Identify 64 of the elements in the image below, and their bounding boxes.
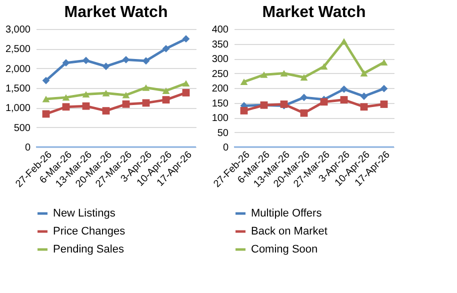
- chart-title: Market Watch: [64, 4, 168, 21]
- y-tick-label: 0: [24, 142, 31, 154]
- point: [340, 96, 348, 104]
- point: [240, 78, 248, 86]
- chart-title: Market Watch: [262, 4, 366, 21]
- legend-label: Coming Soon: [251, 244, 318, 256]
- y-tick-label: 3,000: [5, 24, 31, 36]
- point: [62, 59, 70, 67]
- point: [300, 94, 308, 102]
- y-tick-label: 2,000: [5, 64, 31, 75]
- y-tick-label: 300: [212, 54, 229, 65]
- point: [102, 62, 110, 70]
- point: [182, 89, 190, 96]
- point: [162, 96, 170, 104]
- point: [82, 91, 90, 98]
- legend-label: Price Changes: [53, 226, 126, 238]
- y-tick-label: 150: [212, 98, 229, 110]
- point: [122, 56, 130, 64]
- y-tick-label: 500: [14, 122, 31, 134]
- point: [280, 70, 288, 76]
- y-tick-label: 250: [212, 68, 229, 80]
- point: [162, 88, 170, 94]
- point: [42, 96, 50, 102]
- point: [320, 63, 328, 70]
- y-tick-label: 400: [212, 24, 229, 36]
- y-tick-label: 50: [217, 128, 229, 139]
- point: [360, 103, 368, 111]
- point: [340, 38, 348, 45]
- point: [360, 70, 368, 76]
- y-tick-label: 200: [212, 84, 229, 94]
- point: [182, 80, 190, 86]
- point: [300, 109, 308, 117]
- y-tick-label: 1,000: [5, 103, 31, 114]
- point: [380, 100, 388, 108]
- y-tick-label: 1,500: [5, 84, 31, 94]
- point: [82, 102, 90, 110]
- y-tick-label: 0: [222, 142, 229, 154]
- point: [142, 99, 150, 107]
- legend-label: Pending Sales: [53, 244, 124, 256]
- point: [42, 76, 50, 84]
- point: [122, 100, 130, 108]
- y-tick-label: 100: [212, 113, 229, 124]
- y-tick-label: 350: [212, 39, 229, 50]
- point: [62, 103, 70, 111]
- point: [380, 59, 388, 66]
- point: [300, 74, 308, 81]
- point: [240, 107, 248, 114]
- legend-label: Multiple Offers: [251, 208, 322, 220]
- point: [102, 107, 110, 115]
- legend-label: New Listings: [53, 208, 116, 220]
- point: [260, 72, 268, 78]
- point: [102, 90, 110, 96]
- point: [142, 57, 150, 65]
- point: [320, 98, 328, 106]
- point: [122, 92, 130, 98]
- point: [340, 85, 348, 93]
- point: [162, 44, 170, 52]
- point: [182, 35, 190, 43]
- legend-label: Back on Market: [251, 226, 328, 238]
- point: [62, 94, 70, 101]
- y-tick-label: 2,500: [5, 44, 31, 56]
- point: [380, 84, 388, 92]
- point: [142, 84, 150, 91]
- point: [82, 56, 90, 64]
